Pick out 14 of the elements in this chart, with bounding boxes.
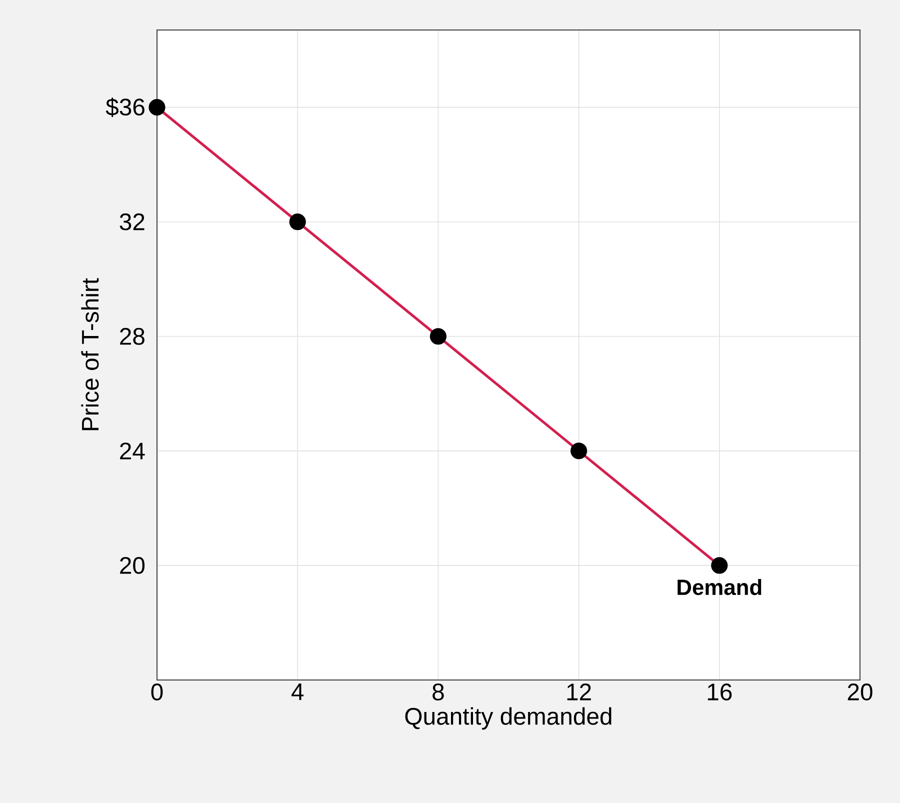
y-axis-title: Price of T-shirt [81, 278, 99, 430]
annotation: Demand [678, 578, 762, 596]
x-tick-label: 0 [151, 684, 163, 700]
y-tick-label: 28 [120, 328, 144, 345]
y-tick-label: $36 [106, 98, 144, 117]
x-axis-title: Quantity demanded [405, 707, 612, 730]
x-tick-label: 16 [708, 684, 732, 700]
x-tick-label: 8 [432, 684, 444, 700]
y-tick-label: 20 [120, 557, 145, 574]
y-tick-label: 24 [120, 442, 145, 460]
x-tick-label: 20 [848, 684, 872, 700]
x-tick-label: 12 [567, 684, 591, 700]
x-tick-label: 4 [292, 684, 304, 700]
y-tick-label: 32 [120, 213, 144, 230]
